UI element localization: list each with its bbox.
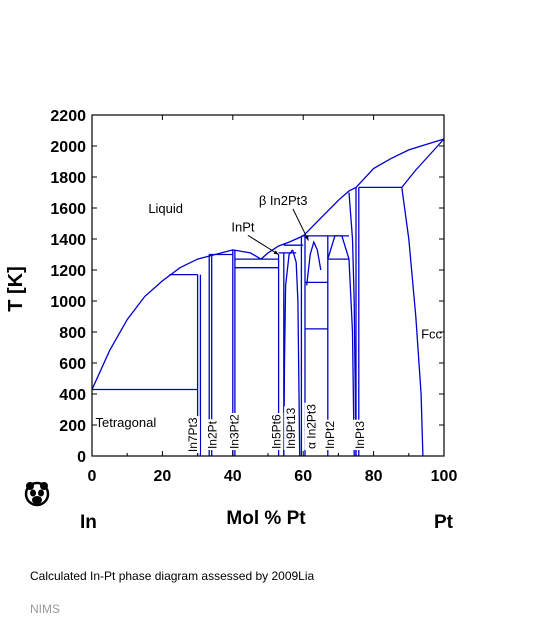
phase-label-bg bbox=[323, 419, 338, 451]
phase-label-text: In3Pt2 bbox=[227, 414, 241, 449]
phase-label-bg bbox=[227, 413, 242, 451]
boundary-beta-in2pt3-arc bbox=[306, 240, 322, 286]
phase-label: InPt2 bbox=[323, 419, 338, 451]
phase-label-text: In9Pt13 bbox=[284, 407, 298, 449]
phase-label: α In2Pt3 bbox=[304, 402, 319, 451]
phase-label-bg bbox=[269, 413, 284, 451]
phase-label: In3Pt2 bbox=[227, 413, 242, 451]
phase-label-bg bbox=[304, 402, 319, 451]
phase-label-text: In7Pt3 bbox=[186, 417, 200, 452]
x-axis-ticks: 0 20 40 60 80 100 bbox=[88, 115, 458, 485]
y-tick-label: 1800 bbox=[50, 170, 86, 187]
x-end-label-right: Pt bbox=[434, 512, 454, 533]
boundary-inpt3-arc bbox=[348, 192, 357, 457]
phase-label: InPt3 bbox=[353, 419, 368, 451]
region-label: Fcc bbox=[421, 327, 442, 342]
boundary-liquidus-in-side bbox=[91, 249, 262, 390]
y-tick-label: 400 bbox=[59, 387, 86, 404]
annotation-label: β In2Pt3 bbox=[259, 193, 308, 208]
phase-label: In9Pt13 bbox=[284, 406, 299, 451]
plot-frame bbox=[91, 114, 445, 457]
phase-label-text: InPt2 bbox=[323, 421, 337, 449]
y-tick-label: 2000 bbox=[50, 139, 86, 156]
annotations: InPt β In2Pt3 bbox=[231, 193, 309, 255]
y-tick-label: 600 bbox=[59, 356, 86, 373]
x-tick-label: 0 bbox=[88, 468, 97, 485]
annotation-arrowhead bbox=[304, 235, 309, 241]
boundary-inpt2-arc-left bbox=[327, 235, 355, 457]
phase-label: In2Pt bbox=[205, 419, 220, 451]
boundary-liquidus-pt-side bbox=[355, 138, 445, 188]
y-tick-label: 1000 bbox=[50, 294, 86, 311]
region-label: Liquid bbox=[148, 201, 183, 216]
phase-labels: Liquid Tetragonal Fcc In7Pt3 In2Pt In3Pt2 In5P… bbox=[96, 201, 443, 454]
boundary-fcc-solvus bbox=[401, 187, 424, 457]
region-label: Tetragonal bbox=[96, 415, 157, 430]
y-tick-label: 0 bbox=[77, 449, 86, 466]
x-tick-label: 40 bbox=[224, 468, 242, 485]
figure-caption: Calculated In-Pt phase diagram assessed … bbox=[30, 569, 315, 583]
y-tick-label: 1600 bbox=[50, 201, 86, 218]
panda-logo bbox=[24, 481, 50, 507]
y-tick-label: 2200 bbox=[50, 108, 86, 125]
y-tick-label: 800 bbox=[59, 325, 86, 342]
boundary-solidus-pt-side bbox=[401, 138, 445, 188]
phase-label-bg bbox=[284, 406, 299, 451]
annotation-arrow bbox=[292, 208, 309, 241]
phase-label: In5Pt6 bbox=[269, 413, 284, 451]
y-tick-label: 200 bbox=[59, 418, 86, 435]
phase-label-bg bbox=[185, 416, 200, 454]
phase-label-text: InPt3 bbox=[353, 421, 367, 449]
y-axis-ticks: 0 200 400 600 800 1000 1200 1400 1600 1800 2000 220… bbox=[50, 108, 444, 466]
phase-label-bg bbox=[353, 419, 368, 451]
phase-label: In7Pt3 bbox=[185, 416, 200, 454]
phase-label-text: In2Pt bbox=[205, 420, 219, 449]
x-tick-label: 60 bbox=[294, 468, 312, 485]
y-axis-label: T [K] bbox=[5, 266, 27, 312]
annotation-arrowhead bbox=[273, 250, 279, 255]
x-tick-label: 80 bbox=[365, 468, 383, 485]
source-label: NIMS bbox=[30, 602, 60, 616]
x-end-label-left: In bbox=[80, 512, 97, 533]
phase-label-text: α In2Pt3 bbox=[305, 404, 319, 449]
phase-label-bg bbox=[205, 419, 220, 451]
x-tick-label: 20 bbox=[154, 468, 172, 485]
phase-boundaries bbox=[91, 138, 445, 457]
y-tick-label: 1400 bbox=[50, 232, 86, 249]
annotation-label: InPt bbox=[231, 219, 255, 234]
boundary-in9pt13-arc-right bbox=[291, 249, 301, 457]
annotation-arrow bbox=[247, 234, 279, 255]
x-axis-label: Mol % Pt bbox=[226, 508, 306, 529]
phase-label-text: In5Pt6 bbox=[269, 414, 283, 449]
x-tick-label: 100 bbox=[431, 468, 458, 485]
y-tick-label: 1200 bbox=[50, 263, 86, 280]
